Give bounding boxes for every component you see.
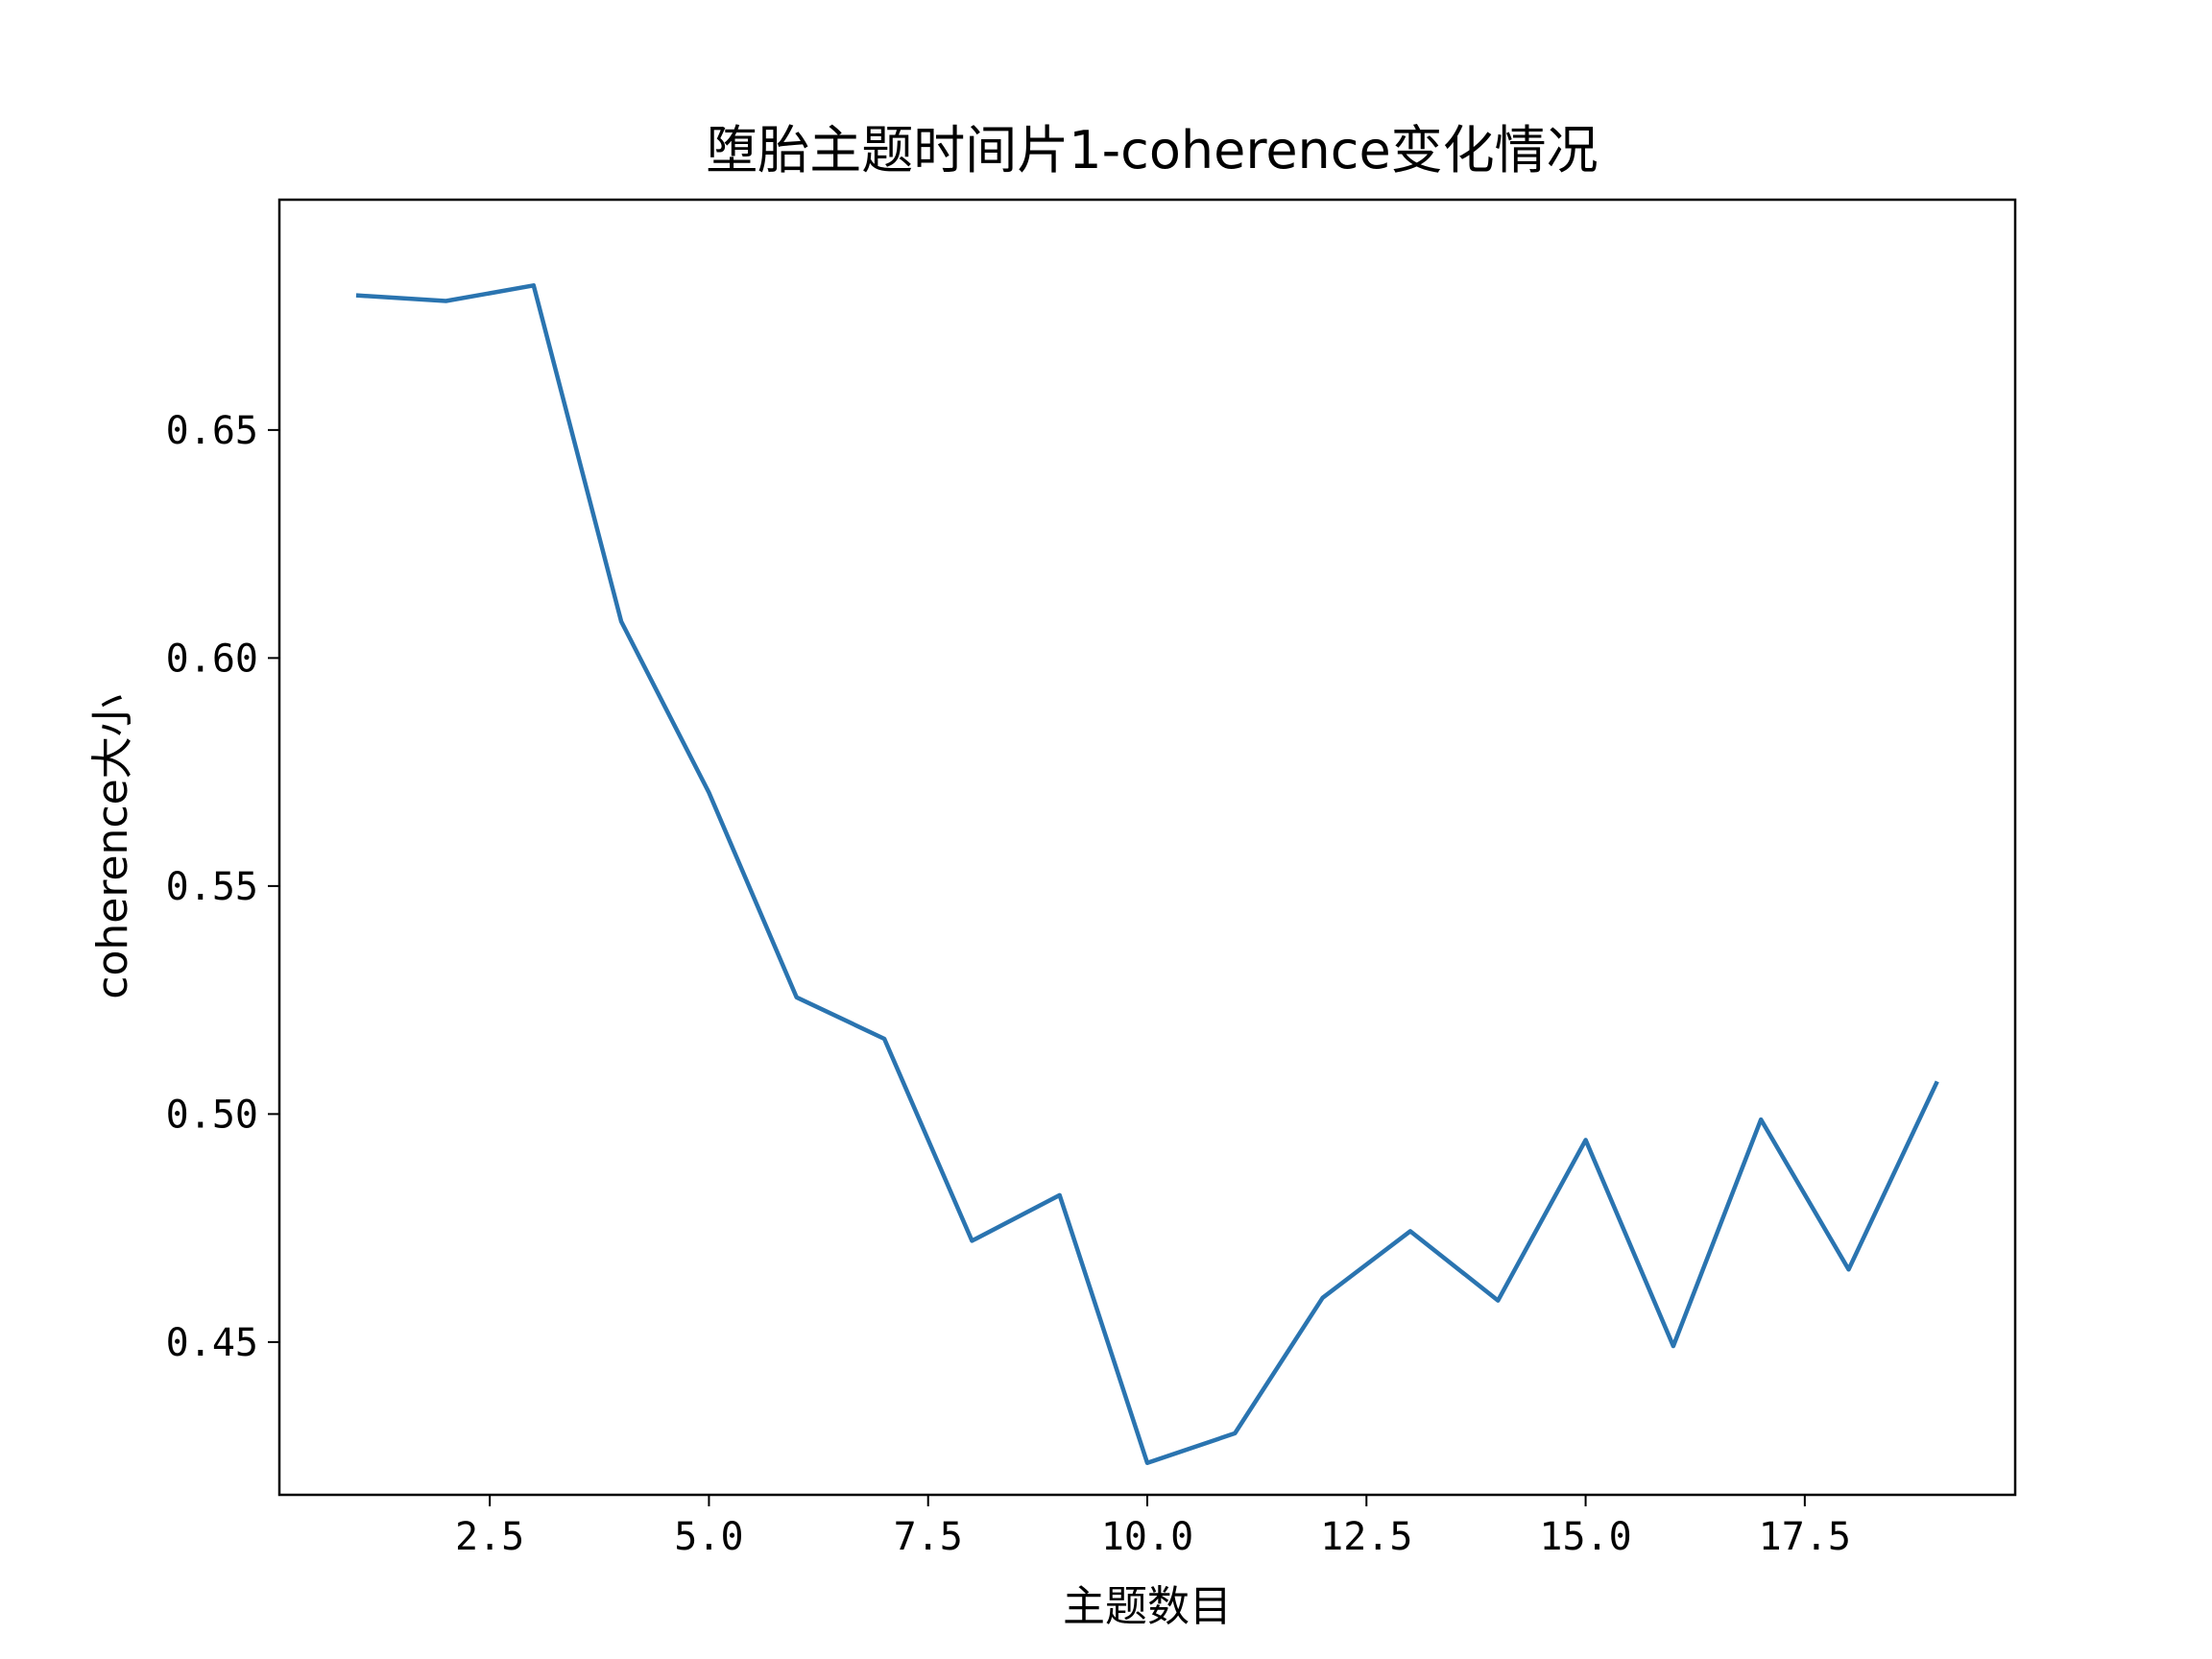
x-tick-label: 10.0 [1101, 1515, 1193, 1559]
x-tick-label: 12.5 [1320, 1515, 1412, 1559]
plot-area-frame [277, 198, 2017, 1497]
x-tick-label: 5.0 [674, 1515, 743, 1559]
y-tick-label: 0.65 [166, 409, 258, 453]
y-tick-label: 0.45 [166, 1321, 258, 1365]
series-line [355, 283, 1939, 1466]
y-tick-label: 0.55 [166, 865, 258, 909]
y-tick-label: 0.60 [166, 637, 258, 681]
chart-title: 堕胎主题时间片1-coherence变化情况 [706, 120, 1598, 180]
x-tick-label: 15.0 [1539, 1515, 1631, 1559]
y-axis-label: coherence大小 [88, 694, 137, 998]
x-axis: 2.5 5.0 7.5 10.0 12.5 15.0 17.5 [455, 1495, 1851, 1559]
x-tick-label: 7.5 [894, 1515, 963, 1559]
x-tick-label: 17.5 [1759, 1515, 1851, 1559]
series-layer [355, 283, 1939, 1466]
y-tick-label: 0.50 [166, 1093, 258, 1137]
x-axis-label: 主题数目 [1063, 1582, 1232, 1631]
y-axis: 0.45 0.50 0.55 0.60 0.65 [166, 409, 279, 1365]
x-tick-label: 2.5 [455, 1515, 524, 1559]
